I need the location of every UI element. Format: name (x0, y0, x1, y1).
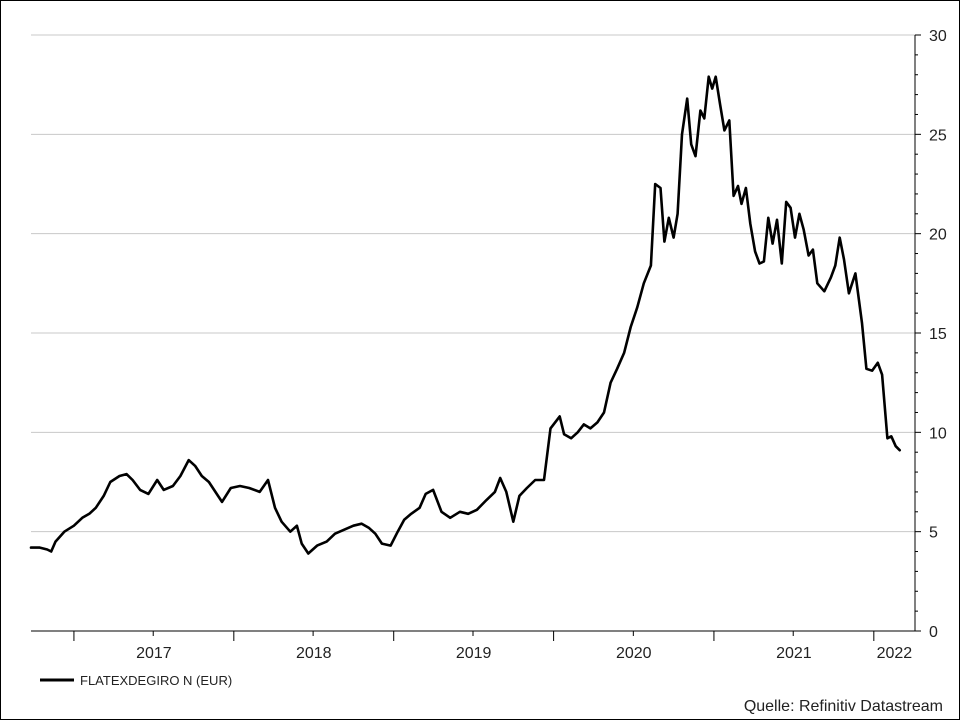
x-tick-label: 2020 (616, 645, 652, 662)
y-tick-label: 15 (929, 326, 947, 343)
series-line (29, 75, 901, 555)
y-tick-label: 10 (929, 425, 947, 442)
source-note: Quelle: Refinitiv Datastream (744, 698, 943, 715)
legend: FLATEXDEGIRO N (EUR) (40, 673, 232, 688)
y-tick-label: 20 (929, 227, 947, 244)
y-tick-label: 0 (929, 624, 938, 641)
x-axis-ticks: 2017 2018 2019 2020 2021 2022 (73, 631, 913, 662)
x-tick-label: 2017 (136, 645, 172, 662)
y-axis-ticks: 0 5 10 15 20 25 30 (915, 28, 947, 641)
x-tick-label: 2022 (877, 645, 913, 662)
y-tick-label: 25 (929, 127, 947, 144)
y-tick-label: 30 (929, 28, 947, 45)
x-tick-label: 2021 (776, 645, 812, 662)
x-tick-label: 2018 (296, 645, 332, 662)
grid-lines (31, 34, 915, 533)
x-tick-label: 2019 (456, 645, 492, 662)
series-layer (29, 75, 901, 555)
y-tick-label: 5 (929, 525, 938, 542)
legend-label: FLATEXDEGIRO N (EUR) (80, 673, 232, 688)
